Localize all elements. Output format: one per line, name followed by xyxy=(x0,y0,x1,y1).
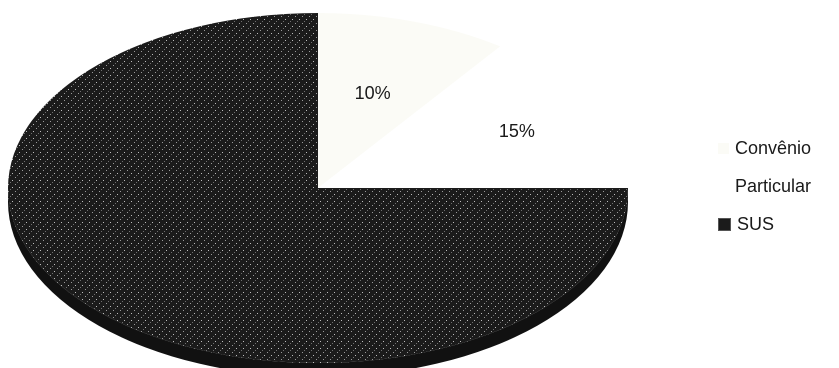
legend-swatch-particular xyxy=(718,180,729,192)
data-label-particular: 15% xyxy=(499,121,535,141)
legend-label-convenio: Convênio xyxy=(735,137,812,158)
legend-item-sus: SUS xyxy=(718,212,811,236)
legend-item-particular: Particular xyxy=(718,174,811,198)
legend-item-convenio: Convênio xyxy=(718,136,811,160)
pie-slices xyxy=(8,13,628,368)
data-labels: 10% 15% xyxy=(355,83,535,141)
legend: Convênio Particular SUS xyxy=(718,136,811,236)
slice-particular xyxy=(318,46,628,188)
slice-convenio xyxy=(318,13,501,188)
legend-label-sus: SUS xyxy=(737,213,775,234)
legend-swatch-sus xyxy=(718,217,731,231)
data-label-convenio: 10% xyxy=(355,83,391,103)
legend-label-particular: Particular xyxy=(735,175,812,196)
slice-sus xyxy=(8,13,628,363)
legend-swatch-convenio xyxy=(718,142,729,154)
